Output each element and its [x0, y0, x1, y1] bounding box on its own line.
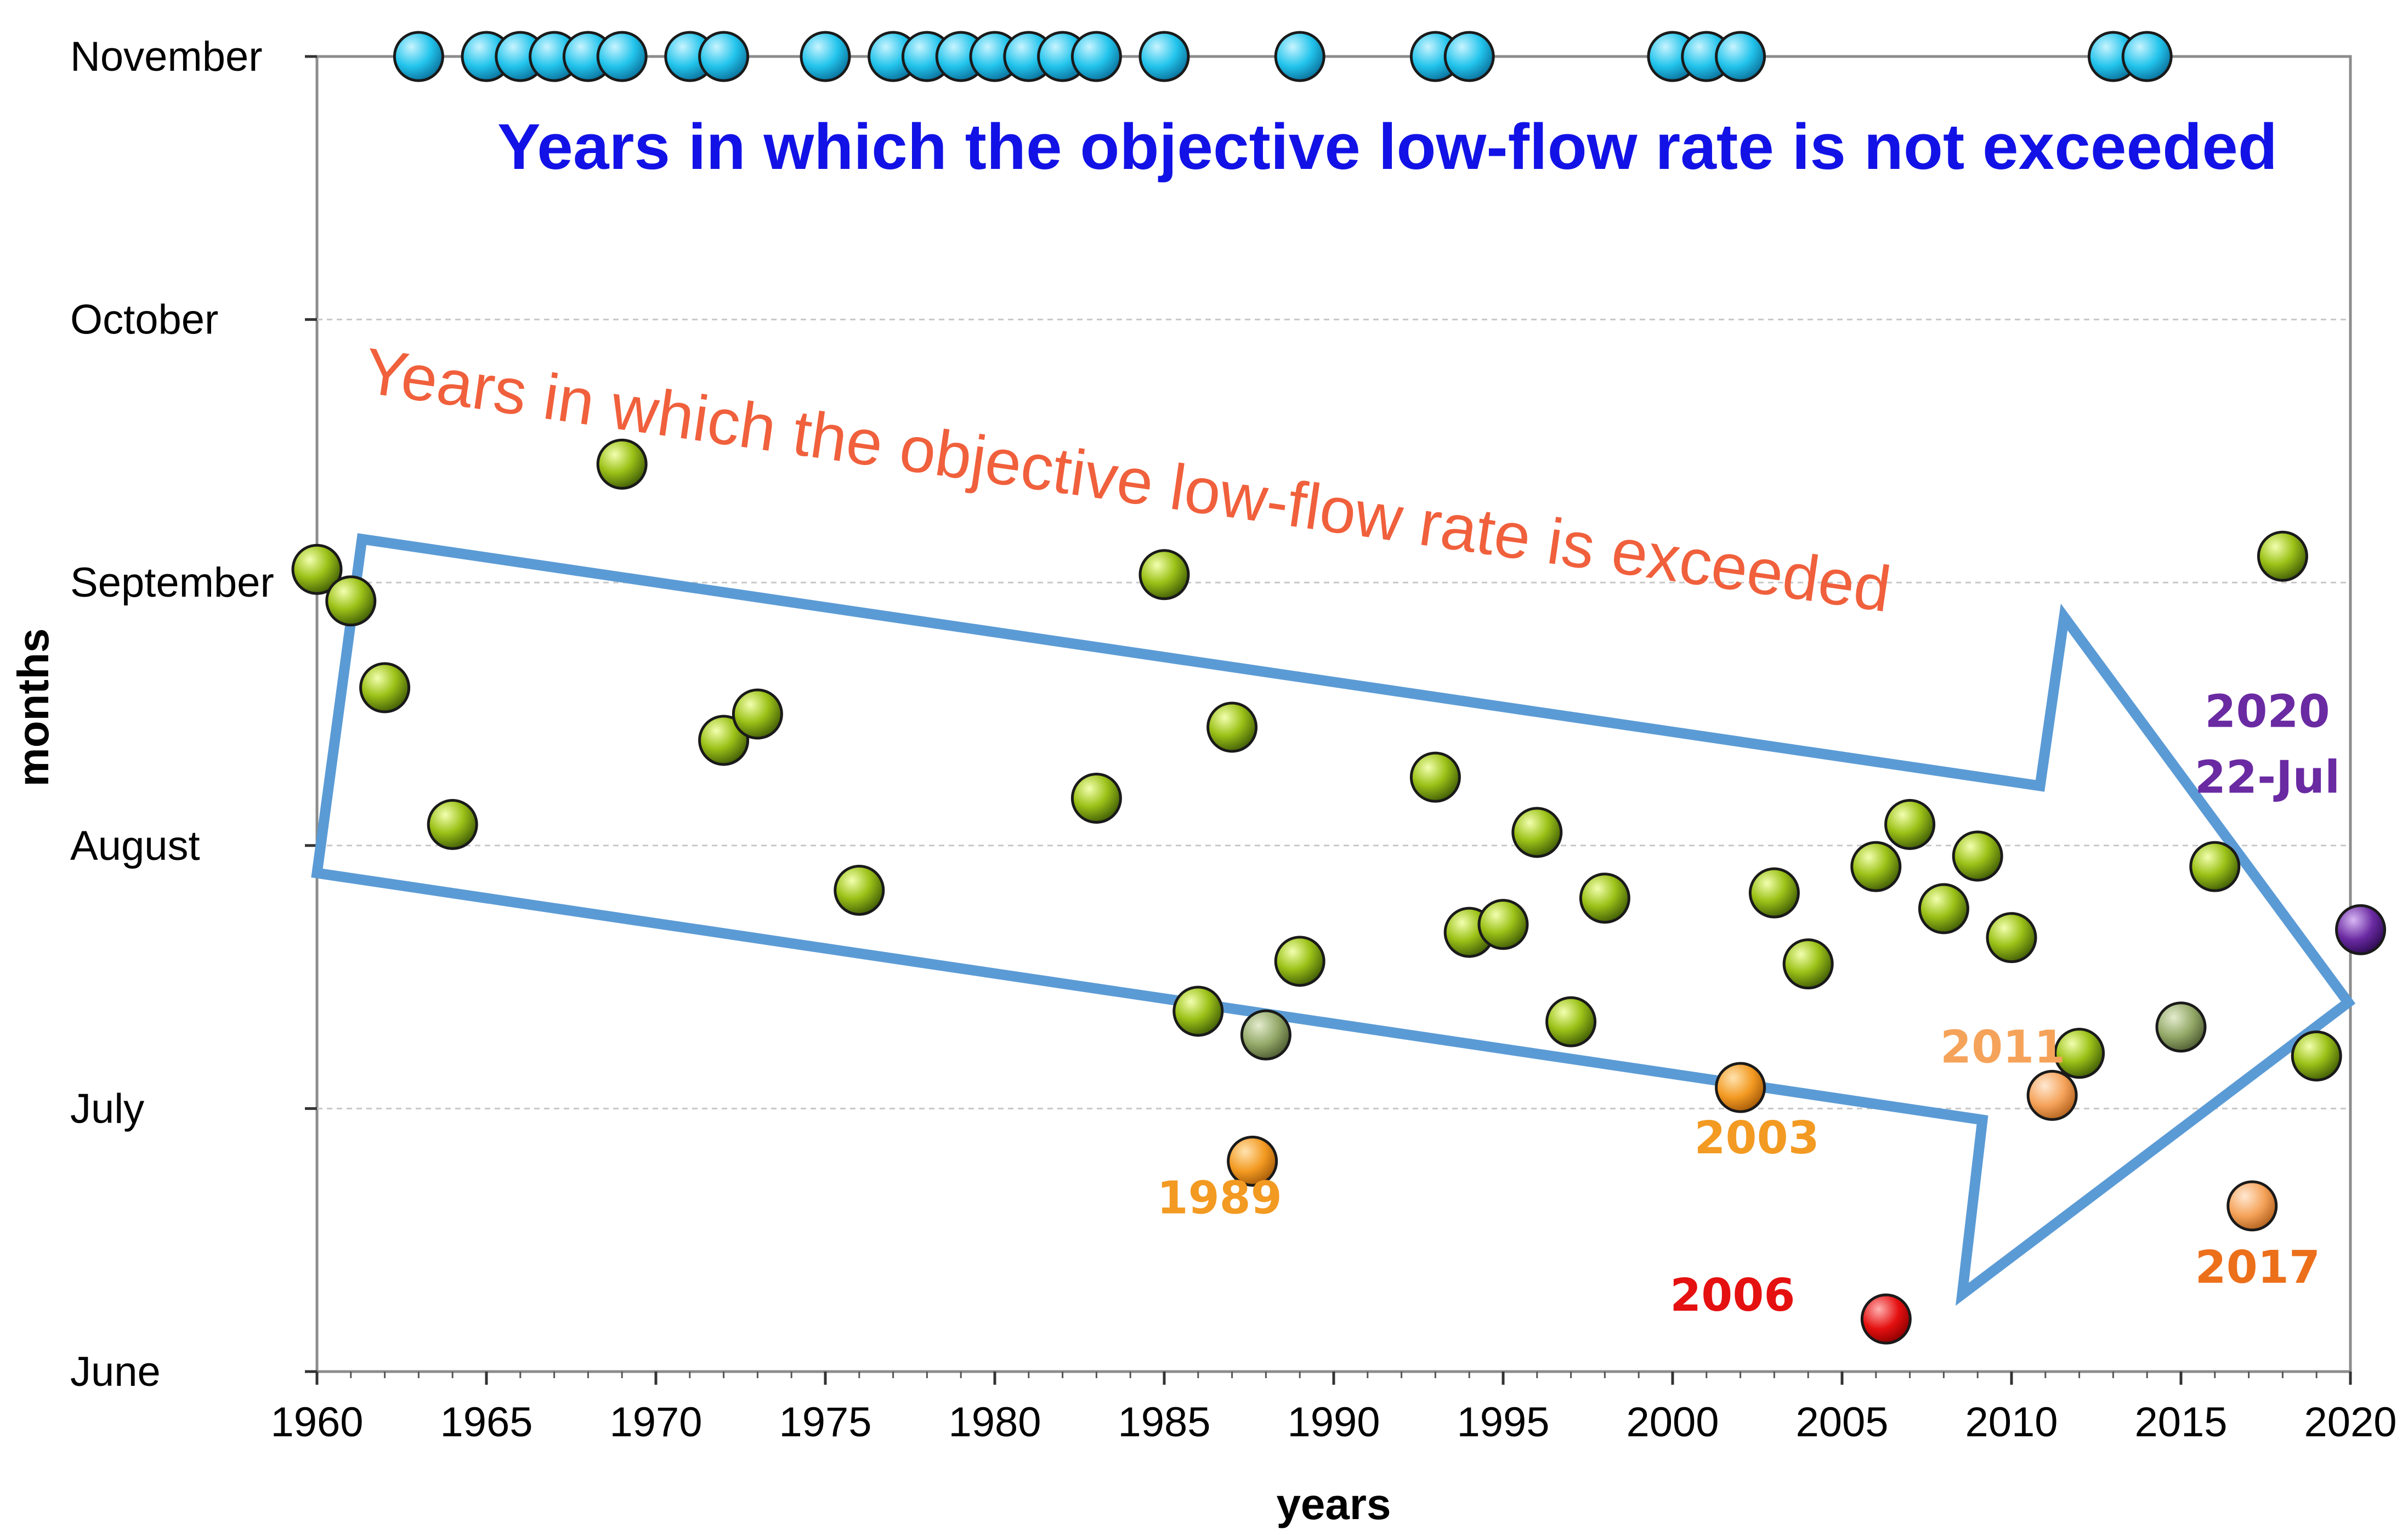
not-exceeded-point: [1443, 31, 1495, 82]
label-2017: 2017: [2195, 1242, 2320, 1294]
y-tick-label: October: [70, 297, 218, 343]
sublabel-2020: 22-Jul: [2195, 751, 2340, 803]
exceeded-point: [1918, 883, 1969, 934]
title-not-exceeded: Years in which the objective low-flow ra…: [497, 111, 2277, 183]
exceeded-point: [2189, 841, 2241, 892]
exceeded-point: [1206, 701, 1258, 753]
y-tick-label: August: [70, 823, 200, 869]
label-2006: 2006: [1670, 1270, 1795, 1322]
y-axis: June July August September October November: [70, 33, 317, 1395]
exceeded-faded-point: [1240, 1009, 1291, 1061]
exceeded-point: [2291, 1030, 2342, 1081]
exceeded-point: [1782, 938, 1834, 990]
point-labels: 1989 2003 2006 2011 2017 2020 22-Jul: [1157, 686, 2341, 1322]
exceeded-point: [1172, 985, 1224, 1037]
x-tick-label: 1965: [440, 1399, 532, 1446]
exceeded-point: [1511, 807, 1563, 858]
plot-area: [315, 55, 2352, 1373]
not-exceeded-point: [1274, 31, 1325, 82]
x-tick-label: 1970: [609, 1399, 702, 1446]
exceeded-point: [1850, 841, 1902, 892]
not-exceeded-point: [1070, 31, 1122, 82]
x-tick-label: 1960: [270, 1399, 363, 1446]
x-axis-title: years: [1276, 1480, 1391, 1528]
exceeded-point: [427, 798, 478, 850]
trend-arrow: [311, 533, 2356, 1306]
exceeded-point: [1884, 798, 1936, 850]
exceeded-point: [1409, 751, 1461, 803]
exceeded-point: [596, 438, 648, 490]
x-tick-label: 2015: [2134, 1399, 2227, 1446]
exceeded-point: [1545, 996, 1597, 1047]
highlight-point-2017: [2226, 1180, 2278, 1232]
highlight-point-2006: [1860, 1293, 1912, 1345]
exceeded-point: [732, 688, 783, 740]
exceeded-point: [2257, 530, 2308, 582]
not-exceeded-point: [596, 31, 648, 82]
label-1989: 1989: [1157, 1172, 1282, 1224]
y-tick-label: June: [70, 1349, 161, 1395]
x-tick-label: 2010: [1965, 1399, 2058, 1446]
exceeded-point: [1952, 830, 2003, 882]
not-exceeded-point: [1715, 31, 1766, 82]
x-tick-label: 2020: [2304, 1399, 2396, 1446]
highlight-point-2020: [2335, 904, 2387, 955]
exceeded-point: [1748, 867, 1800, 919]
highlight-point-2011: [2026, 1069, 2078, 1121]
exceeded-point: [325, 575, 377, 627]
exceeded-point: [834, 864, 885, 916]
not-exceeded-point: [1138, 31, 1190, 82]
exceeded-point: [1579, 873, 1630, 924]
label-2011: 2011: [1940, 1021, 2065, 1073]
highlight-point-1989: [1227, 1135, 1278, 1187]
x-tick-label: 1985: [1118, 1399, 1210, 1446]
not-exceeded-point: [393, 31, 444, 82]
data-points: [291, 31, 2387, 1345]
x-tick-label: 2000: [1626, 1399, 1719, 1446]
exceeded-point: [291, 543, 343, 595]
x-tick-label: 2005: [1795, 1399, 1888, 1446]
exceeded-faded-point: [2155, 1001, 2207, 1053]
y-axis-title: months: [9, 628, 58, 787]
exceeded-point: [698, 715, 750, 766]
exceeded-point: [1274, 936, 1325, 987]
x-tick-label: 1995: [1457, 1399, 1549, 1446]
x-tick-label: 1980: [948, 1399, 1041, 1446]
exceeded-point: [1986, 912, 2037, 964]
not-exceeded-point: [2121, 31, 2173, 82]
label-2003: 2003: [1694, 1112, 1819, 1164]
label-2020: 2020: [2205, 686, 2330, 738]
x-axis: 1960 1965 1970 1975 1980 1985 1990 1995 2000 2005…: [270, 1372, 2397, 1446]
y-tick-label: July: [70, 1085, 144, 1132]
y-tick-label: November: [70, 33, 263, 80]
exceeded-point: [2054, 1028, 2105, 1079]
not-exceeded-point: [800, 31, 851, 82]
not-exceeded-point: [698, 31, 750, 82]
exceeded-point: [1477, 899, 1529, 950]
x-tick-label: 1975: [779, 1399, 871, 1446]
exceeded-point: [359, 662, 411, 713]
exceeded-point: [1138, 549, 1190, 601]
y-tick-label: September: [70, 559, 274, 606]
highlight-point-2003: [1715, 1062, 1766, 1113]
x-tick-label: 1990: [1287, 1399, 1380, 1446]
exceeded-point: [1070, 772, 1122, 824]
